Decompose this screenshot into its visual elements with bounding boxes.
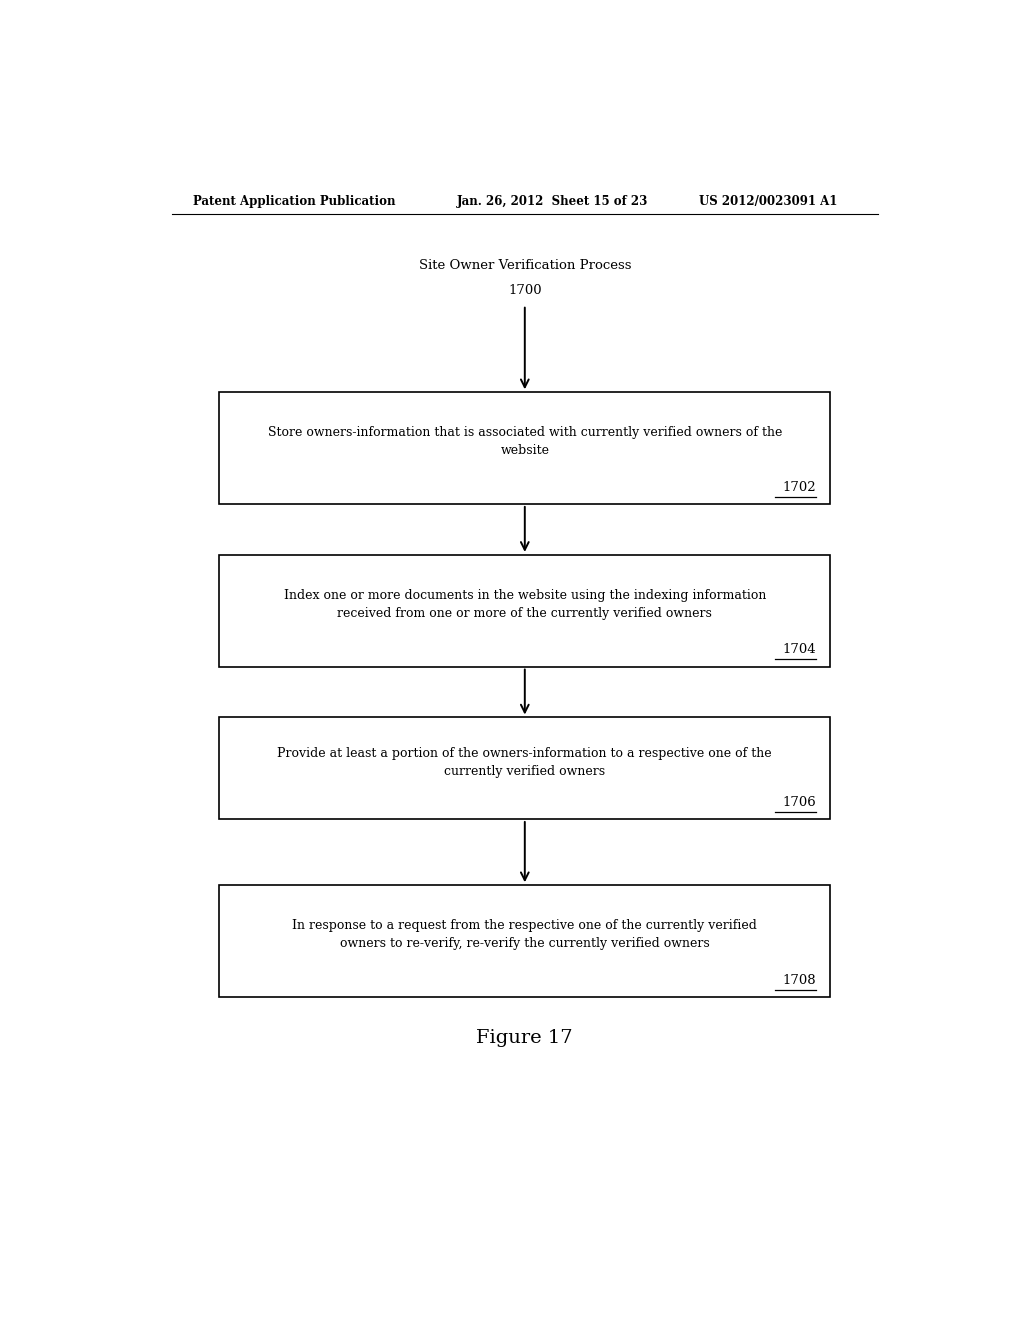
Text: 1700: 1700 <box>508 284 542 297</box>
Text: Index one or more documents in the website using the indexing information
receiv: Index one or more documents in the websi… <box>284 589 766 620</box>
Text: Figure 17: Figure 17 <box>476 1028 573 1047</box>
Text: Jan. 26, 2012  Sheet 15 of 23: Jan. 26, 2012 Sheet 15 of 23 <box>458 194 649 207</box>
Bar <box>219 554 830 667</box>
Text: 1708: 1708 <box>782 974 816 987</box>
Text: Provide at least a portion of the owners-information to a respective one of the
: Provide at least a portion of the owners… <box>278 747 772 777</box>
Text: Store owners-information that is associated with currently verified owners of th: Store owners-information that is associa… <box>267 426 782 458</box>
Text: Site Owner Verification Process: Site Owner Verification Process <box>419 259 631 272</box>
Text: In response to a request from the respective one of the currently verified
owner: In response to a request from the respec… <box>293 920 757 950</box>
Bar <box>219 886 830 997</box>
Text: US 2012/0023091 A1: US 2012/0023091 A1 <box>699 194 838 207</box>
Bar <box>219 392 830 504</box>
Text: Patent Application Publication: Patent Application Publication <box>194 194 395 207</box>
Text: 1704: 1704 <box>782 643 816 656</box>
Text: 1702: 1702 <box>782 480 816 494</box>
Text: 1706: 1706 <box>782 796 816 809</box>
Bar <box>219 718 830 818</box>
